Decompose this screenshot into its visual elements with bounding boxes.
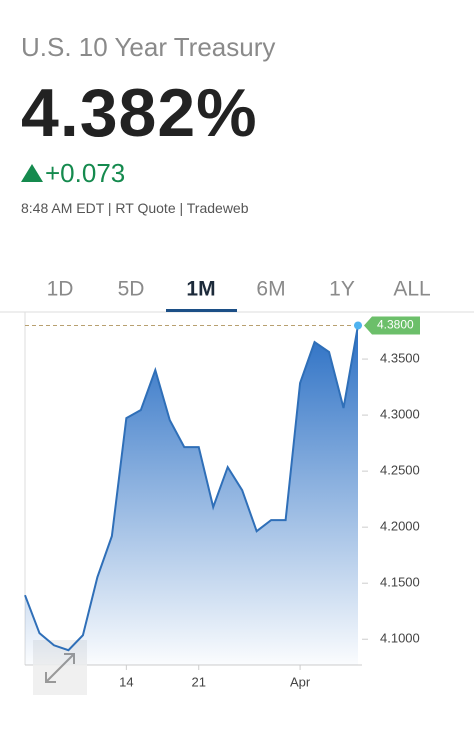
x-tick-label: Apr (290, 674, 311, 689)
tab[interactable]: 1D (47, 278, 74, 301)
tab[interactable]: 1M (186, 278, 215, 301)
y-tick-label: 4.3500 (380, 351, 420, 366)
x-tick-label: 14 (119, 674, 133, 689)
tab[interactable]: 6M (256, 278, 285, 301)
line (24, 325, 359, 652)
price: 4.382% (21, 75, 258, 151)
y-tick-label: 4.2000 (380, 519, 420, 534)
tab[interactable]: 1Y (329, 278, 355, 301)
up-arrow (21, 164, 43, 182)
title: U.S. 10 Year Treasury (21, 32, 276, 62)
area-fill (25, 325, 358, 665)
tab[interactable]: ALL (393, 278, 430, 301)
change-value: +0.073 (45, 158, 126, 188)
change: +0.073 (21, 158, 125, 189)
y-tick-label: 4.2500 (380, 463, 420, 478)
meta: 8:48 AM EDT | RT Quote | Tradeweb (21, 200, 249, 216)
y-tick-label: 4.3000 (380, 407, 420, 422)
x-tick-label: 21 (192, 674, 206, 689)
tab-underline (166, 309, 237, 312)
y-tick-label: 4.1500 (380, 575, 420, 590)
tab[interactable]: 5D (118, 278, 145, 301)
y-tick-label: 4.1000 (380, 631, 420, 646)
current-tag (364, 316, 420, 335)
current-label: 4.3800 (377, 318, 414, 332)
current-dot (354, 321, 362, 330)
